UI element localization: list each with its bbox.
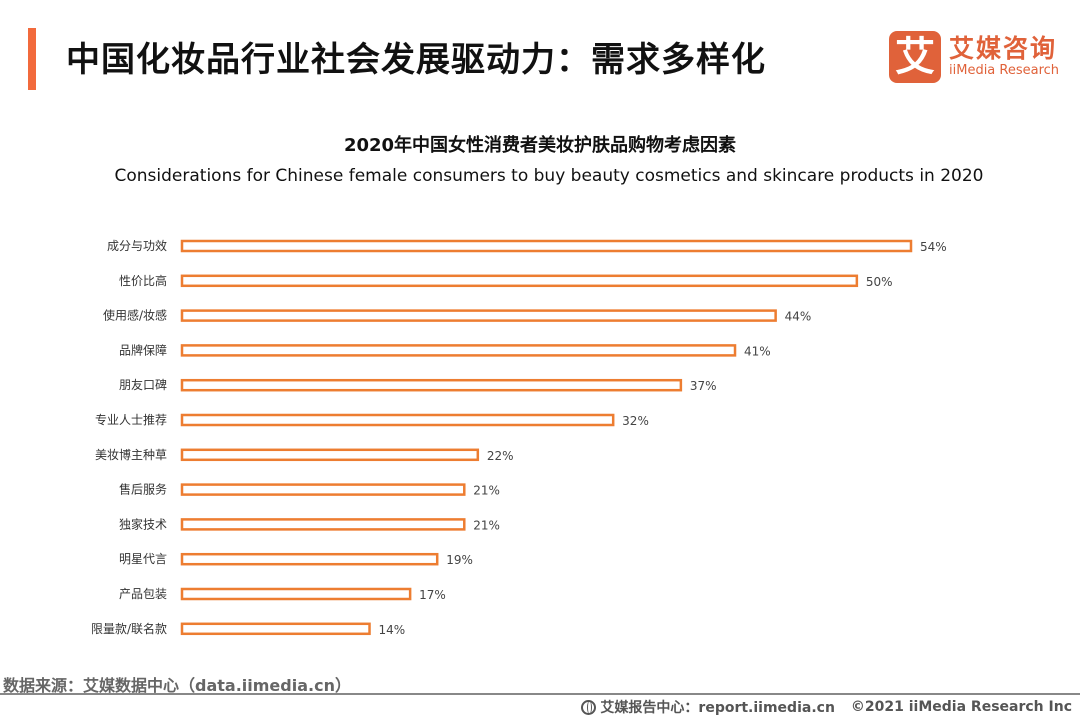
copyright: ©2021 iiMedia Research Inc xyxy=(850,699,1072,715)
category-label: 性价比高 xyxy=(119,273,167,288)
value-label: 54% xyxy=(920,240,947,254)
category-label: 专业人士推荐 xyxy=(95,412,167,427)
chart-title: 2020年中国女性消费者美妆护肤品购物考虑因素 xyxy=(343,135,737,156)
value-label: 21% xyxy=(473,518,500,532)
globe-icon xyxy=(581,699,597,715)
category-label: 美妆博主种草 xyxy=(95,447,167,462)
report-center-link[interactable]: 艾媒报告中心：report.iimedia.cn xyxy=(600,700,835,716)
value-label: 44% xyxy=(785,310,812,324)
value-label: 22% xyxy=(487,449,514,463)
footer: 艾媒报告中心：report.iimedia.cn ©2021 iiMedia R… xyxy=(581,697,1072,717)
category-label: 售后服务 xyxy=(119,482,167,497)
bar xyxy=(180,483,466,496)
iimedia-logo: 艾 艾媒咨询 iiMedia Research xyxy=(889,31,1059,83)
category-label: 成分与功效 xyxy=(107,238,167,253)
bar xyxy=(180,274,859,288)
bar xyxy=(180,622,371,636)
value-label: 32% xyxy=(622,414,649,428)
data-source: 数据来源：艾媒数据中心（data.iimedia.cn） xyxy=(3,676,351,695)
category-label: 品牌保障 xyxy=(119,342,167,357)
value-label: 19% xyxy=(446,553,473,567)
category-label: 朋友口碑 xyxy=(119,377,167,392)
page-title: 中国化妆品行业社会发展驱动力：需求多样化 xyxy=(66,40,766,80)
category-label: 独家技术 xyxy=(119,516,167,531)
category-label: 使用感/妆感 xyxy=(103,308,167,323)
logo-name-en: iiMedia Research xyxy=(949,63,1060,78)
category-label: 限量款/联名款 xyxy=(91,621,167,636)
category-label: 明星代言 xyxy=(119,552,167,566)
value-label: 21% xyxy=(473,484,500,498)
category-label: 产品包装 xyxy=(119,587,167,601)
bar xyxy=(180,378,683,392)
bar xyxy=(180,587,412,601)
chart-subtitle: Considerations for Chinese female consum… xyxy=(114,166,984,186)
bar xyxy=(180,518,466,531)
bar xyxy=(180,309,777,322)
title-accent-bar xyxy=(28,28,36,90)
logo-name-cn: 艾媒咨询 xyxy=(949,34,1058,63)
bar xyxy=(180,552,439,566)
value-label: 17% xyxy=(419,588,446,602)
value-label: 50% xyxy=(866,275,893,289)
bar xyxy=(180,448,480,462)
footer-divider xyxy=(0,693,1080,695)
bar xyxy=(180,413,615,427)
value-label: 41% xyxy=(744,344,771,358)
value-label: 37% xyxy=(690,379,717,393)
bar xyxy=(180,344,737,357)
logo-mark-icon: 艾 xyxy=(889,31,941,83)
bar xyxy=(180,239,913,253)
value-label: 14% xyxy=(379,623,406,637)
